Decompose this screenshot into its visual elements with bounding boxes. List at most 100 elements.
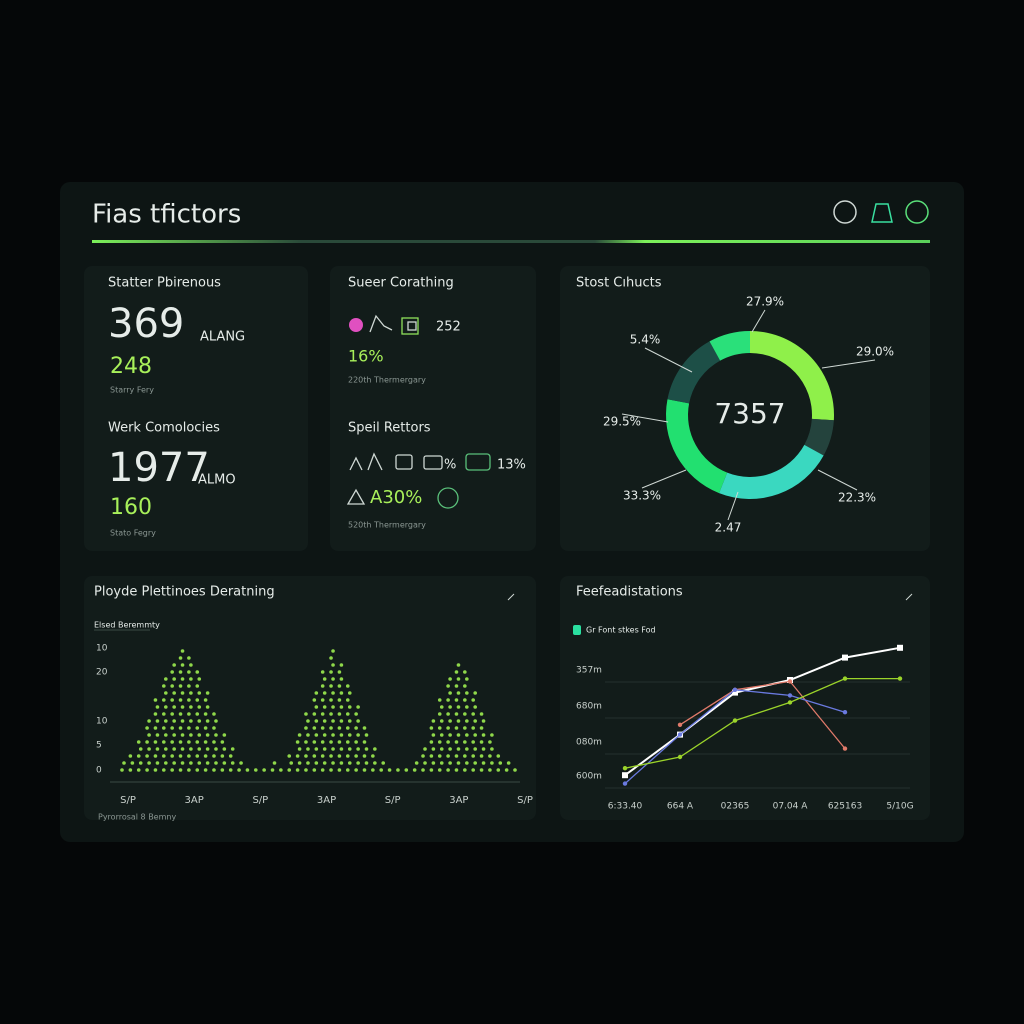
donut-segment [719, 444, 824, 499]
leader-line [644, 347, 693, 373]
dot [339, 747, 344, 751]
dot [331, 691, 335, 695]
dot [289, 761, 294, 765]
dot [473, 733, 477, 737]
dot [488, 768, 492, 772]
dot [195, 726, 200, 730]
dot [431, 747, 436, 751]
dot [337, 684, 342, 688]
dot [356, 733, 360, 737]
dot [331, 719, 335, 723]
metric: 252 [436, 320, 461, 335]
dot [138, 747, 143, 751]
dot [297, 747, 302, 751]
dot [172, 733, 176, 737]
dot [203, 768, 208, 772]
dot [446, 754, 450, 758]
point [842, 676, 848, 681]
dot [187, 656, 191, 660]
dot-column [421, 747, 427, 772]
dot [180, 691, 185, 695]
dot [362, 768, 367, 772]
dot [162, 698, 166, 702]
icon [407, 321, 417, 331]
dot [331, 747, 335, 751]
dot [297, 761, 302, 765]
dot [465, 691, 469, 695]
dot-column [120, 761, 126, 772]
dot [153, 754, 158, 758]
dot [147, 747, 151, 751]
dot [172, 663, 176, 667]
page-title: Fias tfictors [92, 200, 241, 230]
dot-column [295, 733, 302, 772]
icon[interactable] [871, 203, 893, 223]
icon[interactable] [905, 200, 929, 224]
dot [490, 747, 494, 751]
series-line [624, 646, 901, 777]
dot [488, 740, 492, 744]
dot-column [304, 712, 310, 772]
dot-column [212, 712, 218, 772]
dot [345, 698, 350, 702]
point [842, 654, 848, 661]
dot [429, 768, 434, 772]
dot [479, 712, 484, 716]
y-tick-label: 10 [96, 717, 108, 727]
point [677, 754, 683, 760]
dot [345, 684, 350, 688]
leader-line [641, 469, 687, 489]
dot [448, 761, 452, 765]
x-tick-label: S/P [120, 795, 136, 806]
line-chart: 357m 680m 080m 600m 6:33.40 664 A 02365 07.04 A… [576, 644, 914, 812]
dot [381, 761, 386, 765]
dot [339, 733, 344, 737]
expand-icon[interactable] [905, 593, 913, 601]
dot-chart: 10 20 10 5 0 S/P 3AP S/P 3AP S/P 3AP S/P [96, 644, 533, 807]
dot [212, 754, 216, 758]
dot [212, 712, 216, 716]
dot-column [437, 698, 444, 772]
dot [471, 740, 475, 744]
dot [437, 698, 442, 702]
dot [314, 705, 319, 709]
dot [187, 712, 191, 716]
dot [187, 740, 191, 744]
dot-column [446, 677, 452, 772]
dot-column [220, 733, 227, 772]
point [842, 710, 848, 715]
dot [356, 719, 360, 723]
dot [312, 712, 317, 716]
dot-column [287, 754, 294, 772]
dot [354, 740, 358, 744]
dot [456, 677, 461, 681]
dot [214, 719, 218, 723]
dot [456, 691, 461, 695]
dot [170, 684, 174, 688]
point [677, 732, 683, 737]
dot [178, 670, 183, 674]
dot [189, 663, 193, 667]
dot-column [136, 740, 143, 772]
dot [329, 656, 333, 660]
dot [465, 747, 469, 751]
dot-column [513, 768, 517, 772]
note: 520th Thermergary [348, 521, 426, 530]
icon[interactable] [833, 200, 857, 224]
dot [147, 761, 151, 765]
expand-icon[interactable] [507, 593, 515, 601]
dot [456, 747, 461, 751]
dot-column [354, 705, 360, 772]
dot [172, 719, 176, 723]
note: 220th Thermergary [348, 376, 426, 385]
dot [205, 691, 210, 695]
icon [346, 488, 366, 505]
dot [481, 747, 486, 751]
point [622, 772, 628, 779]
dot [214, 747, 218, 751]
dot [345, 726, 350, 730]
dot [454, 684, 459, 688]
dot [490, 733, 494, 737]
dot [214, 761, 218, 765]
